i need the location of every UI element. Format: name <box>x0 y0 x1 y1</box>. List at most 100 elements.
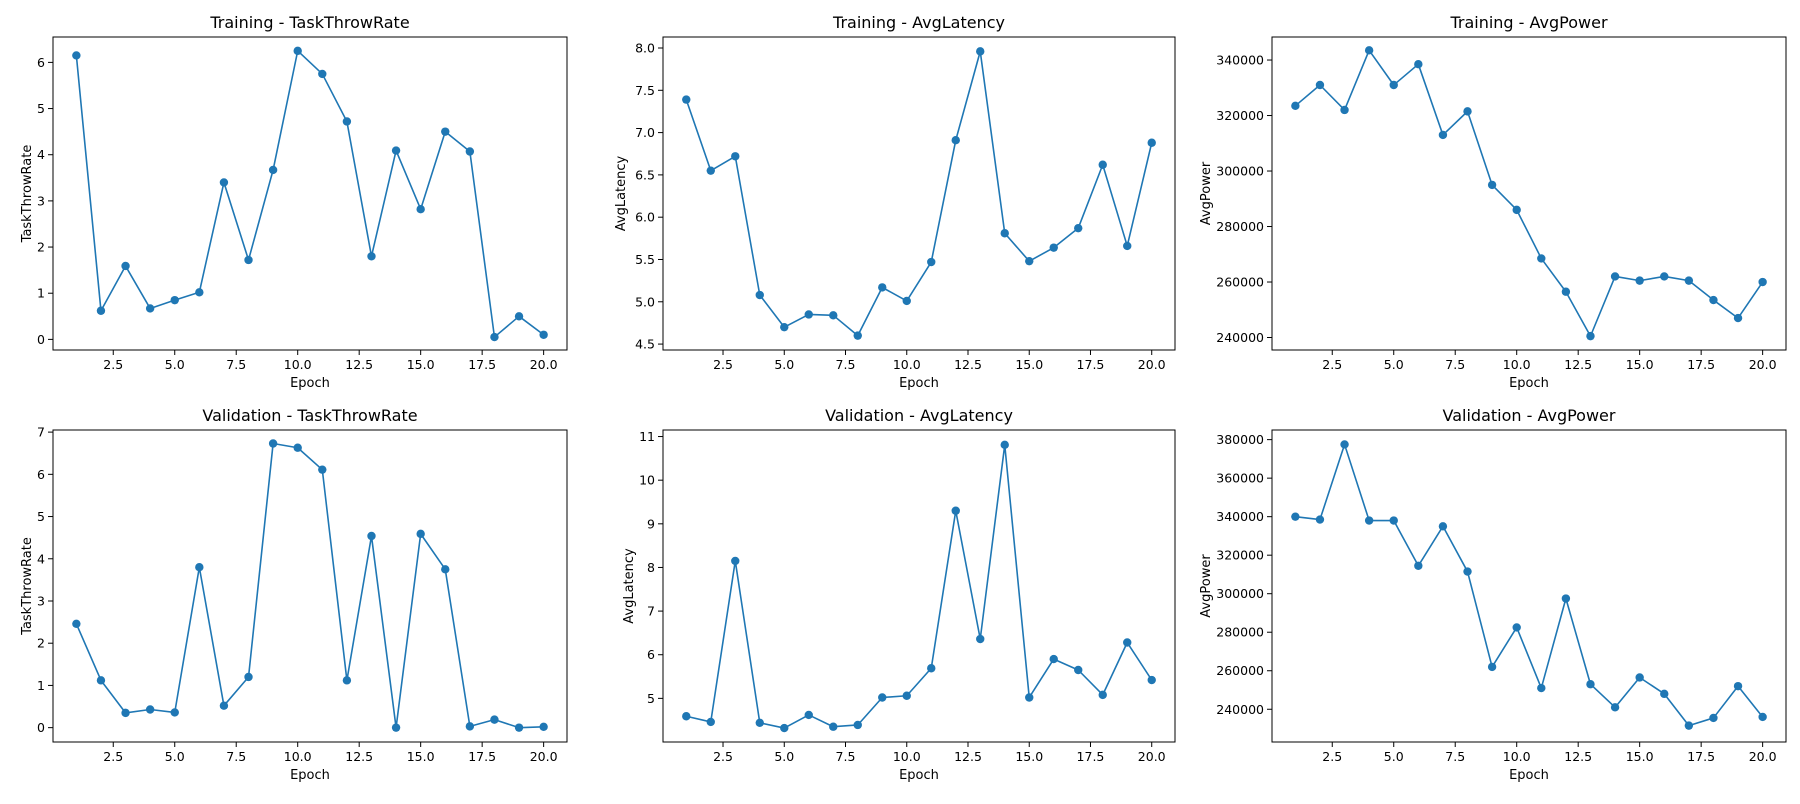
y-tick-label: 2 <box>37 240 45 255</box>
y-tick-label: 1 <box>37 286 45 301</box>
data-point <box>244 255 253 265</box>
data-point <box>1315 515 1325 524</box>
x-tick-label: 7.5 <box>1445 357 1465 372</box>
x-tick-label: 12.5 <box>345 749 373 764</box>
x-tick-label: 10.0 <box>1503 357 1531 372</box>
y-tick-label: 7.5 <box>635 83 655 98</box>
data-point <box>367 531 376 541</box>
data-point <box>1758 712 1767 722</box>
data-point <box>682 95 691 104</box>
data-point <box>951 136 960 145</box>
data-point <box>1537 254 1546 263</box>
x-tick-label: 15.0 <box>407 357 435 372</box>
x-tick-label: 2.5 <box>103 357 123 372</box>
x-tick-label: 20.0 <box>1749 357 1777 372</box>
data-point <box>1586 680 1595 689</box>
data-point <box>1733 313 1743 323</box>
data-point <box>755 290 764 300</box>
data-point <box>391 723 401 732</box>
data-point <box>391 146 401 155</box>
data-point <box>682 712 691 721</box>
subplot-1: Training - TaskThrowRate 2.5 5.0 7.5 10.0 12.… <box>20 13 568 391</box>
y-tick-label: 320000 <box>1216 108 1264 123</box>
data-point <box>1512 205 1521 215</box>
y-tick-label: 4.5 <box>635 337 655 352</box>
data-point <box>1635 673 1644 682</box>
data-point <box>170 295 179 305</box>
data-point <box>1340 440 1349 449</box>
data-point <box>1586 331 1595 341</box>
x-tick-label: 7.5 <box>836 357 856 372</box>
x-tick-label: 15.0 <box>407 749 435 764</box>
data-point <box>1561 287 1571 296</box>
data-point <box>976 634 985 644</box>
data-point <box>72 51 81 60</box>
x-tick-label: 12.5 <box>954 357 982 372</box>
data-point <box>1709 713 1718 723</box>
data-point <box>1364 516 1374 525</box>
data-point <box>780 322 789 332</box>
data-point <box>878 283 887 292</box>
x-tick-label: 5.0 <box>774 357 794 372</box>
y-tick-label: 280000 <box>1216 625 1264 640</box>
data-point <box>1610 703 1620 712</box>
y-tick-label: 380000 <box>1216 432 1264 447</box>
series-line <box>75 50 545 338</box>
x-tick-label: 17.5 <box>1687 357 1715 372</box>
y-tick-label: 320000 <box>1216 548 1264 563</box>
y-axis-label: TaskThrowRate <box>20 537 35 636</box>
subplot-title: Training - AvgPower <box>1449 13 1608 32</box>
y-tick-label: 340000 <box>1216 509 1264 524</box>
data-point <box>145 705 155 714</box>
data-point <box>1098 690 1107 700</box>
x-tick-label: 7.5 <box>836 749 856 764</box>
data-point <box>1049 654 1058 664</box>
data-point <box>1000 440 1009 450</box>
y-tick-label: 5 <box>37 509 45 524</box>
data-point <box>268 439 278 448</box>
y-tick-label: 8 <box>647 560 655 575</box>
x-tick-label: 5.0 <box>1384 357 1404 372</box>
data-point <box>1463 107 1472 116</box>
data-point <box>1733 681 1743 691</box>
x-tick-label: 5.0 <box>1384 749 1404 764</box>
plot-frame <box>52 36 568 351</box>
data-point <box>1123 638 1132 647</box>
data-point <box>731 556 740 566</box>
x-axis-label: Epoch <box>1509 376 1549 391</box>
y-tick-label: 10 <box>639 473 655 488</box>
data-point <box>539 722 548 732</box>
x-tick-label: 10.0 <box>284 357 312 372</box>
data-point <box>853 331 862 340</box>
y-tick-label: 11 <box>639 429 655 444</box>
data-point <box>1049 243 1058 252</box>
x-tick-label: 17.5 <box>1687 749 1715 764</box>
data-point <box>1684 721 1694 730</box>
data-point <box>706 717 715 727</box>
data-point <box>1463 567 1472 576</box>
x-tick-label: 17.5 <box>468 357 496 372</box>
data-point <box>195 563 204 572</box>
data-point <box>1487 662 1497 672</box>
data-point <box>219 178 229 187</box>
subplot-title: Training - AvgLatency <box>832 13 1005 32</box>
plot-frame <box>662 36 1176 351</box>
data-point <box>1074 223 1083 233</box>
subplot-title: Validation - TaskThrowRate <box>202 406 417 425</box>
data-point <box>1315 80 1325 90</box>
data-point <box>514 723 524 732</box>
subplot-title: Validation - AvgPower <box>1443 406 1616 425</box>
data-point <box>927 664 936 673</box>
x-tick-label: 10.0 <box>893 357 921 372</box>
x-tick-label: 7.5 <box>226 749 246 764</box>
y-tick-label: 2 <box>37 636 45 651</box>
y-tick-label: 3 <box>37 193 45 208</box>
data-point <box>731 152 740 161</box>
data-point <box>1000 229 1009 238</box>
data-point <box>1660 272 1669 281</box>
data-point <box>902 691 911 700</box>
y-tick-label: 280000 <box>1216 219 1264 234</box>
series-line <box>1295 443 1764 727</box>
x-tick-label: 10.0 <box>284 749 312 764</box>
